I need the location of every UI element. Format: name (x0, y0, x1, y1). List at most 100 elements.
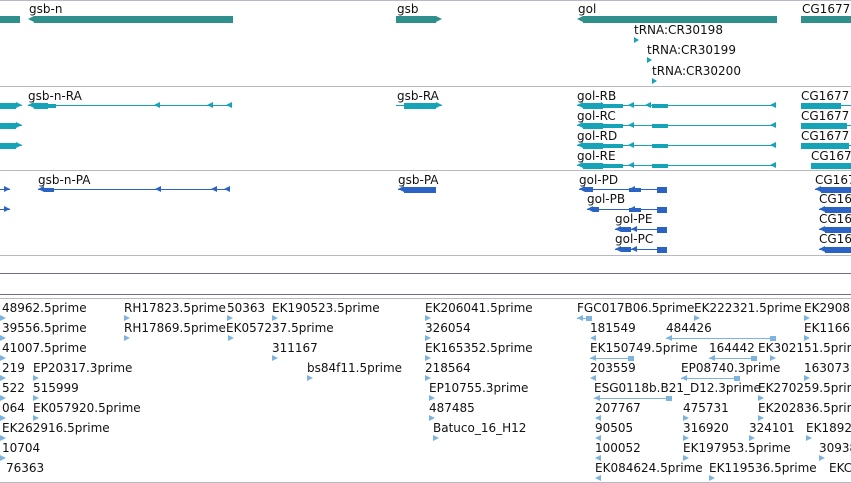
strand-arrow (0, 315, 6, 321)
est-label: 90505 (595, 421, 634, 435)
est-label: EKC (829, 461, 851, 475)
strand-arrow (579, 186, 585, 192)
est-label: 522 (2, 381, 25, 395)
strand-arrow (0, 435, 6, 441)
est-block (586, 316, 592, 321)
est-label: 309387 (819, 441, 851, 455)
protein-label: CG16 (819, 212, 851, 226)
strand-arrow (683, 455, 689, 461)
est-label: EP10755.3prime (429, 381, 529, 395)
strand-arrow (770, 355, 776, 361)
trna-feature[interactable] (647, 57, 652, 63)
transcript-label: CG167 (811, 149, 851, 163)
strand-arrow (272, 315, 278, 321)
transcript-label: CG1677 (801, 129, 850, 143)
strand-arrow (211, 186, 217, 192)
est-intron-line (666, 338, 776, 339)
exon-block (404, 102, 436, 109)
strand-arrow (425, 335, 431, 341)
exon-block (801, 122, 847, 129)
protein-label: CG167 (815, 173, 851, 187)
strand-arrow (595, 475, 601, 481)
exon-block (652, 103, 668, 108)
exon-block (657, 246, 667, 253)
strand-arrow (425, 315, 431, 321)
est-label: 203559 (590, 361, 636, 375)
strand-arrow (628, 142, 634, 148)
est-label: 326054 (425, 321, 471, 335)
est-label: 76363 (6, 461, 45, 475)
exon-block (821, 186, 851, 193)
transcript-track: gsb-n-RA gsb-RA gol-RB gol-RC gol-RD gol… (0, 87, 851, 170)
est-intron-line (590, 358, 634, 359)
strand-arrow (577, 102, 583, 108)
strand-arrow (0, 455, 6, 461)
est-label: EP08740.3prime (681, 361, 781, 375)
exon-block (652, 123, 668, 128)
exon-block (583, 122, 603, 129)
strand-arrow (595, 455, 601, 461)
strand-arrow (155, 186, 161, 192)
strand-arrow (819, 246, 825, 252)
est-label: 10704 (2, 441, 41, 455)
protein-label: gol-PD (579, 173, 619, 187)
exon-block (0, 142, 16, 149)
est-block (734, 376, 740, 381)
transcript-label: gol-RD (577, 129, 618, 143)
gene-label: gsb (397, 2, 419, 16)
est-label: EK150749.5prime (590, 341, 698, 355)
strand-arrow (307, 375, 313, 381)
intron-line (28, 105, 232, 106)
strand-arrow (595, 435, 601, 441)
strand-arrow (681, 375, 687, 381)
trna-feature[interactable] (652, 78, 657, 84)
intron-line (615, 249, 667, 250)
est-label: EK165352.5prime (425, 341, 533, 355)
gene-feature[interactable] (28, 16, 233, 23)
transcript-label: gol-RC (577, 109, 616, 123)
strand-arrow (154, 102, 160, 108)
strand-arrow (429, 395, 435, 401)
strand-arrow (594, 395, 600, 401)
strand-arrow (33, 375, 39, 381)
est-label: EK119536.5prime (709, 461, 817, 475)
gene-feature[interactable] (0, 16, 20, 23)
gene-feature[interactable] (396, 16, 442, 23)
strand-arrow (38, 186, 44, 192)
strand-arrow (631, 226, 637, 232)
gene-feature[interactable] (801, 16, 851, 23)
exon-block (657, 226, 667, 233)
strand-arrow (590, 375, 596, 381)
gene-label: gsb-n (29, 2, 63, 16)
strand-arrow (16, 122, 22, 128)
est-label: 100052 (595, 441, 641, 455)
strand-arrow (615, 246, 621, 252)
strand-arrow (629, 206, 635, 212)
strand-arrow (33, 395, 39, 401)
est-label: EK1166 (804, 321, 850, 335)
strand-arrow (758, 395, 764, 401)
transcript-label: gsb-RA (397, 89, 439, 103)
est-label: 316920 (683, 421, 729, 435)
gene-track: gsb-n gsb gol CG1677 tRNA:CR30198 tRNA:C… (0, 0, 851, 86)
est-label: bs84f11.5prime (307, 361, 403, 375)
strand-arrow (0, 375, 6, 381)
est-label: 50363 (227, 301, 266, 315)
exon-block (0, 102, 16, 109)
trna-feature[interactable] (634, 37, 639, 43)
protein-label: CG16 (819, 192, 851, 206)
est-label: EK262916.5prime (2, 421, 110, 435)
est-label: EK197953.5prime (683, 441, 791, 455)
strand-arrow (226, 102, 232, 108)
transcript-label: CG1677 (801, 89, 850, 103)
est-label: 064 (2, 401, 25, 415)
gene-feature[interactable] (577, 16, 777, 23)
strand-arrow (683, 435, 689, 441)
strand-arrow (436, 102, 442, 108)
est-label: 39556.5prime (2, 321, 87, 335)
trna-label: tRNA:CR30198 (634, 23, 723, 37)
strand-arrow (749, 435, 755, 441)
strand-arrow (645, 102, 651, 108)
strand-arrow (28, 102, 34, 108)
